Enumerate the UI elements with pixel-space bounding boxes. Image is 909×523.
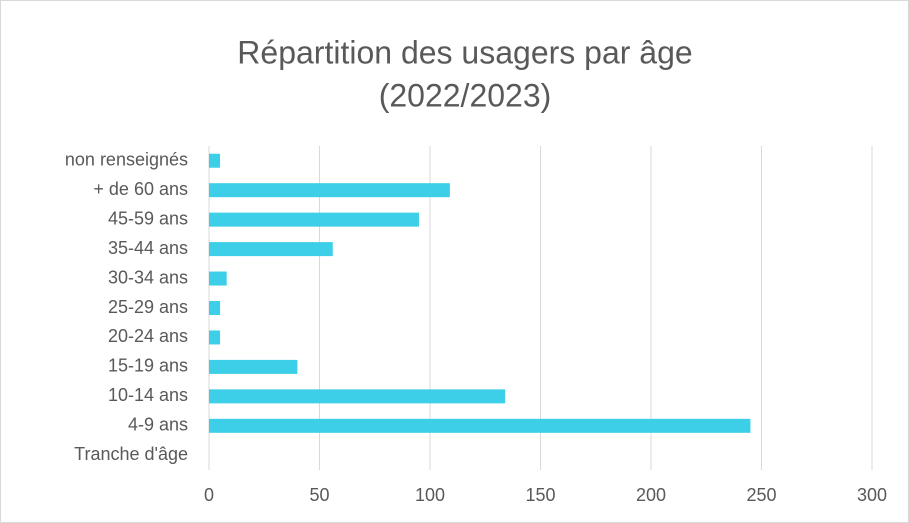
x-tick-label: 250: [746, 485, 776, 505]
chart-title: (2022/2023): [379, 77, 552, 113]
bar: [209, 301, 221, 315]
y-tick-label: 15-19 ans: [108, 356, 188, 376]
bar: [209, 359, 298, 374]
bar: [209, 418, 751, 433]
y-tick-label: 20-24 ans: [108, 326, 188, 346]
x-tick-label: 100: [415, 485, 445, 505]
bar: [209, 242, 333, 257]
bar: [209, 271, 227, 286]
y-tick-label: 30-34 ans: [108, 267, 188, 287]
y-tick-label: 4-9 ans: [128, 415, 188, 435]
bar: [209, 389, 506, 404]
y-tick-label: 45-59 ans: [108, 208, 188, 228]
y-tick-label: Tranche d'âge: [74, 444, 188, 464]
bar: [209, 183, 450, 198]
y-tick-label: + de 60 ans: [93, 179, 188, 199]
chart-title: Répartition des usagers par âge: [237, 34, 692, 70]
y-tick-label: non renseignés: [65, 149, 188, 169]
bar: [209, 212, 419, 227]
y-tick-label: 35-44 ans: [108, 238, 188, 258]
x-tick-label: 150: [525, 485, 555, 505]
y-tick-label: 25-29 ans: [108, 297, 188, 317]
y-tick-label: 10-14 ans: [108, 385, 188, 405]
bar: [209, 153, 221, 168]
x-tick-label: 200: [636, 485, 666, 505]
x-tick-label: 0: [204, 485, 214, 505]
x-tick-label: 50: [309, 485, 329, 505]
x-tick-label: 300: [857, 485, 887, 505]
bar: [209, 330, 221, 345]
